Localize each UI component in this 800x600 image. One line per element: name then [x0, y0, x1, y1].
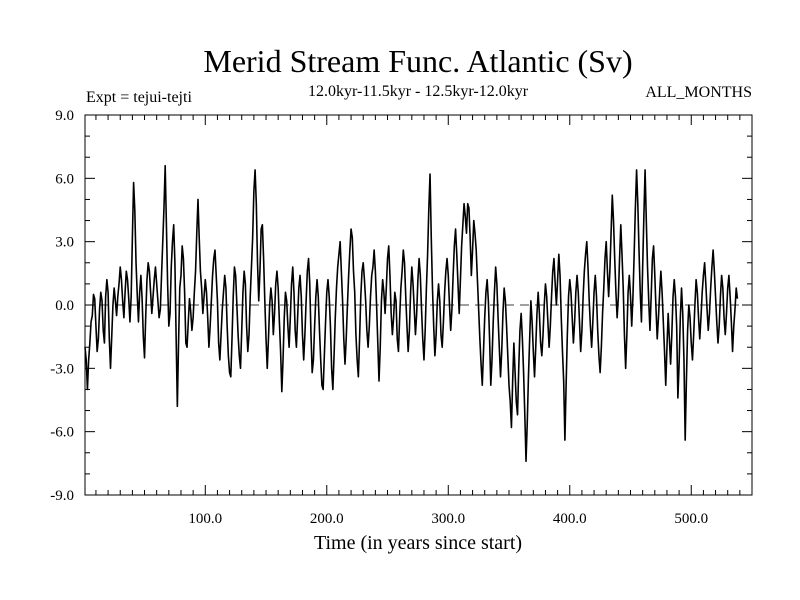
y-tick-label: 0.0 — [55, 298, 74, 314]
y-tick-label: 9.0 — [55, 108, 74, 124]
x-axis-label: Time (in years since start) — [314, 532, 522, 554]
x-tick-label: 500.0 — [674, 511, 708, 527]
chart-title: Merid Stream Func. Atlantic (Sv) — [203, 43, 632, 79]
y-tick-label: -3.0 — [50, 361, 74, 377]
experiment-label: Expt = tejui-tejti — [86, 89, 192, 106]
months-label: ALL_MONTHS — [645, 84, 752, 101]
x-tick-label: 200.0 — [310, 511, 344, 527]
series-line — [84, 164, 739, 463]
x-tick-labels: 100.0 200.0 300.0 400.0 500.0 — [188, 511, 708, 527]
x-tick-label: 400.0 — [553, 511, 587, 527]
y-tick-label: -6.0 — [50, 425, 74, 441]
minor-ticks — [85, 115, 753, 495]
y-tick-label: 6.0 — [55, 171, 74, 187]
y-tick-labels: -9.0 -6.0 -3.0 0.0 3.0 6.0 9.0 — [50, 108, 74, 504]
x-tick-label: 300.0 — [431, 511, 465, 527]
y-tick-label: -9.0 — [50, 488, 74, 504]
y-tick-label: 3.0 — [55, 235, 74, 251]
x-tick-label: 100.0 — [188, 511, 222, 527]
chart-subtitle: 12.0kyr-11.5kyr - 12.5kyr-12.0kyr — [308, 83, 529, 100]
